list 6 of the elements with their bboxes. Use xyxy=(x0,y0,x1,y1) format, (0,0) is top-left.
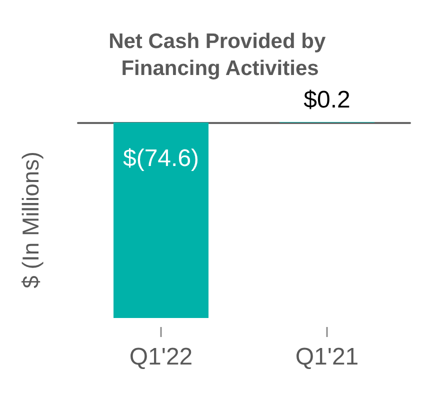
x-tick-label: Q1'22 xyxy=(129,344,193,370)
x-tick-label: Q1'21 xyxy=(295,344,359,370)
chart-title: Net Cash Provided by Financing Activities xyxy=(108,30,332,80)
data-label: $(74.6) xyxy=(122,145,200,172)
y-axis-title: $ (In Millions) xyxy=(18,152,44,288)
data-label: $0.2 xyxy=(304,86,350,114)
